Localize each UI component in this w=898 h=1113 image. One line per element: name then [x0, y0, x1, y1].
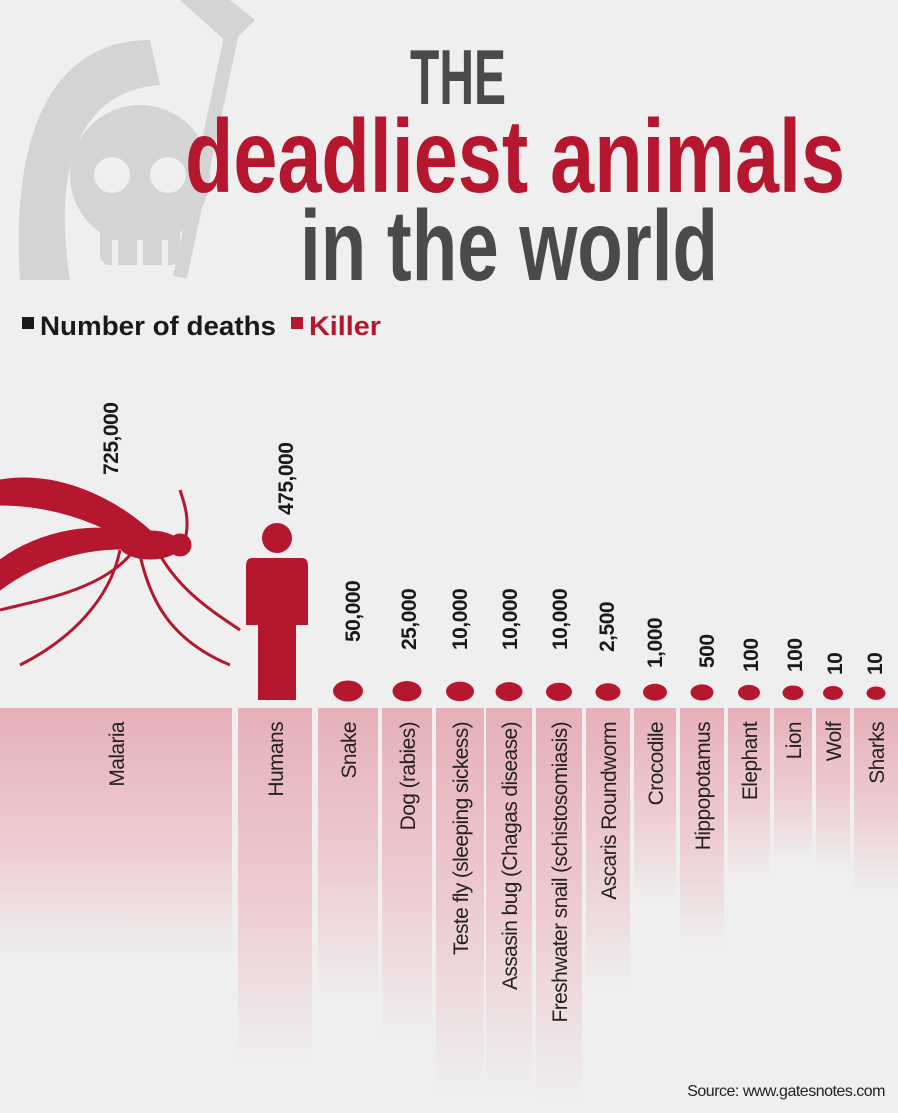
death-count: 1,000 — [644, 618, 667, 668]
killer-name: Lion — [783, 722, 806, 759]
killer-band — [238, 708, 312, 1062]
killer-band — [634, 708, 676, 900]
killer-name: Humans — [265, 722, 288, 797]
legend-swatch — [22, 317, 34, 329]
death-count: 100 — [784, 638, 807, 672]
animal-icon — [333, 680, 363, 702]
death-count: 475,000 — [275, 443, 298, 515]
killer-name: Elephant — [739, 721, 762, 800]
death-count: 100 — [740, 638, 763, 672]
killer-name: Hippopotamus — [692, 722, 715, 850]
animal-icon — [392, 681, 422, 702]
animal-icon — [643, 683, 667, 701]
killer-band — [0, 708, 232, 960]
death-count: 2,500 — [596, 602, 619, 652]
animal-icon — [866, 686, 886, 700]
killer-name: Sharks — [866, 722, 889, 784]
killer-band — [728, 708, 770, 880]
legend-swatch — [291, 317, 303, 329]
animal-icon — [782, 685, 804, 701]
title-main: deadliest animals — [185, 99, 845, 215]
death-count: 500 — [696, 634, 719, 668]
killer-name: Malaria — [106, 721, 129, 787]
death-count: 10 — [824, 653, 847, 675]
killer-name: Dog (rabies) — [397, 722, 420, 830]
skull-eyes — [94, 157, 186, 265]
killer-band — [586, 708, 630, 990]
death-count: 50,000 — [342, 581, 365, 642]
killer-name: Crocodile — [645, 722, 668, 805]
killer-band — [318, 708, 378, 1000]
legend-deaths: Number of deaths — [40, 311, 276, 341]
source: Source: www.gatesnotes.com — [687, 1083, 885, 1100]
animal-icon — [495, 682, 523, 702]
human-icon — [246, 523, 308, 700]
killer-band — [854, 708, 898, 892]
killer-name: Assasin bug (Chagas disease) — [499, 722, 522, 990]
animal-icon — [738, 684, 760, 701]
title-bottom: in the world — [300, 190, 718, 302]
killer-band — [774, 708, 812, 862]
killer-band — [680, 708, 724, 948]
death-count: 10,000 — [549, 589, 572, 650]
killer-name: Freshwater snail (schistosomiasis) — [549, 722, 572, 1023]
killer-band — [816, 708, 850, 872]
killer-band — [486, 708, 532, 1092]
animal-icon — [690, 684, 714, 701]
killer-band — [436, 708, 484, 1092]
death-count: 10 — [864, 653, 887, 675]
death-count: 10,000 — [499, 589, 522, 650]
mosquito-icon — [0, 477, 241, 667]
death-count: 725,000 — [100, 403, 123, 475]
killer-band — [382, 708, 432, 1040]
animal-icon — [595, 683, 621, 701]
killer-name: Ascaris Roundworm — [598, 722, 621, 900]
animal-icon — [446, 681, 474, 702]
killer-name: Snake — [338, 722, 361, 779]
killer-band — [536, 708, 582, 1102]
legend-killer: Killer — [309, 311, 382, 341]
skull-decoration — [18, 0, 255, 280]
death-count: 10,000 — [449, 589, 472, 650]
death-count: 25,000 — [398, 589, 421, 650]
killer-name: Teste fly (sleeping sickess) — [450, 722, 473, 955]
title-top: THE — [410, 33, 506, 121]
killer-name: Wolf — [823, 721, 846, 761]
animal-icon — [823, 686, 843, 700]
animal-icon — [546, 682, 572, 701]
